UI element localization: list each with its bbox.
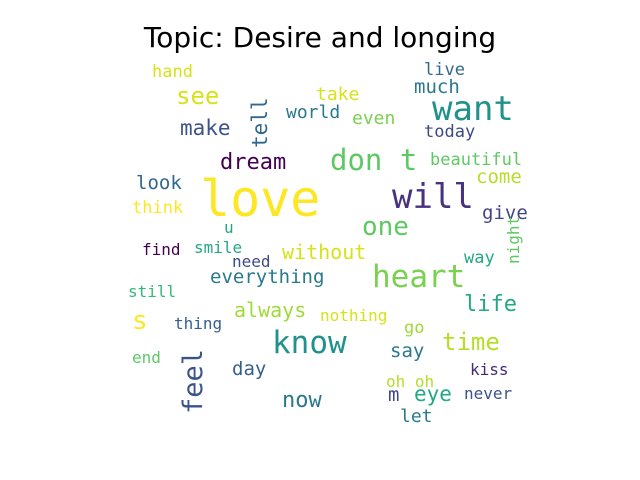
cloud-word: much (414, 76, 460, 98)
cloud-word: s (132, 306, 148, 336)
cloud-word: make (180, 116, 231, 140)
cloud-word: let (400, 406, 433, 427)
cloud-word: day (232, 358, 267, 380)
cloud-word: tell (248, 97, 272, 148)
cloud-word: thing (174, 314, 223, 333)
cloud-word: night (504, 215, 523, 264)
cloud-word: nothing (320, 306, 388, 325)
cloud-word: feel (178, 348, 209, 414)
cloud-word: still (128, 282, 177, 301)
cloud-word: see (176, 82, 220, 110)
cloud-word: always (234, 298, 307, 322)
cloud-word: now (282, 388, 322, 413)
cloud-word: need (232, 252, 271, 271)
cloud-word: oh oh (386, 372, 435, 391)
cloud-word: dream (220, 150, 287, 175)
cloud-word: know (272, 325, 347, 361)
cloud-word: way (464, 248, 495, 268)
cloud-word: live (424, 60, 465, 80)
cloud-word: heart (372, 259, 466, 295)
cloud-word: time (442, 328, 500, 356)
cloud-word: go (404, 318, 425, 338)
cloud-word: look (136, 172, 182, 194)
cloud-word: come (476, 166, 522, 188)
cloud-word: eye (414, 382, 452, 406)
cloud-word: life (464, 292, 517, 317)
cloud-word: smile (194, 238, 243, 257)
cloud-word: kiss (470, 360, 509, 379)
cloud-word: everything (210, 266, 325, 288)
figure-title: Topic: Desire and longing (143, 21, 497, 54)
cloud-word: say (390, 340, 425, 362)
cloud-word: give (482, 202, 528, 224)
cloud-word: take (316, 84, 360, 105)
cloud-word: m (388, 384, 400, 406)
cloud-word: want (432, 89, 514, 129)
cloud-word: will (392, 177, 474, 217)
cloud-word: world (286, 102, 341, 123)
cloud-word: beautiful (430, 150, 523, 170)
cloud-word: find (142, 240, 181, 259)
cloud-word: one (362, 212, 409, 242)
cloud-word: even (352, 108, 396, 129)
cloud-word: end (132, 348, 161, 367)
cloud-word: think (132, 198, 184, 218)
cloud-word: never (464, 384, 513, 403)
cloud-word: u (224, 218, 234, 237)
cloud-word: love (200, 170, 321, 228)
cloud-word: hand (152, 62, 193, 82)
word-cloud: love will want heart know don t feel one time lif… (120, 56, 540, 432)
cloud-word: don t (330, 143, 418, 177)
cloud-word: without (282, 240, 367, 264)
cloud-word: today (424, 122, 476, 142)
